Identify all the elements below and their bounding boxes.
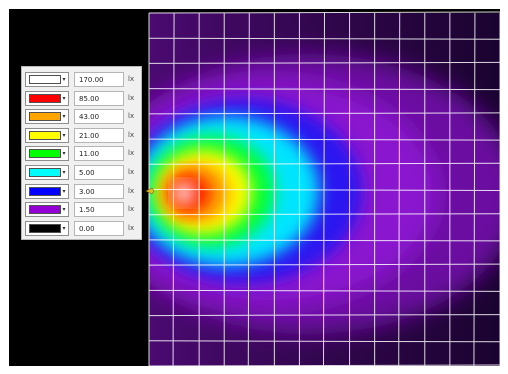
illuminance-plot (145, 11, 500, 366)
grid-line-horizontal (148, 37, 500, 40)
grid-line-vertical (473, 12, 476, 366)
grid-line-horizontal (148, 239, 500, 242)
legend-row: ▾ 1.50 lx (25, 201, 139, 220)
level-value-input[interactable]: 1.50 (74, 202, 124, 218)
level-value-input[interactable]: 21.00 (74, 127, 124, 143)
color-swatch (29, 223, 61, 233)
color-picker[interactable]: ▾ (25, 165, 69, 180)
unit-label: lx (128, 168, 135, 176)
color-swatch (29, 93, 61, 103)
grid-line-horizontal (148, 213, 500, 216)
grid-line-horizontal (148, 263, 500, 266)
chevron-down-icon[interactable]: ▾ (62, 206, 66, 214)
color-scale-legend: ▾ 170.00 lx ▾ 85.00 lx ▾ 43.00 lx ▾ 21.00 lx ▾ 11.00 l… (21, 66, 142, 240)
level-value-input[interactable]: 85.00 (74, 90, 124, 106)
grid-line-horizontal (148, 189, 500, 191)
chevron-down-icon[interactable]: ▾ (62, 113, 66, 121)
grid-line-horizontal (148, 162, 500, 165)
legend-row: ▾ 0.00 lx (25, 220, 139, 239)
unit-label: lx (128, 75, 135, 83)
unit-label: lx (128, 112, 135, 121)
grid-line-vertical (398, 12, 401, 366)
color-picker[interactable]: ▾ (25, 183, 69, 199)
level-value-input[interactable]: 170.00 (74, 72, 124, 87)
color-picker[interactable]: ▾ (25, 220, 69, 236)
grid-line-horizontal (148, 340, 500, 343)
grid-line-horizontal (148, 138, 500, 141)
legend-row: ▾ 3.00 lx (25, 183, 139, 202)
chevron-down-icon[interactable]: ▾ (62, 131, 66, 139)
grid-line-horizontal (148, 364, 500, 366)
color-swatch (29, 130, 61, 140)
grid-line-horizontal (148, 61, 500, 64)
chevron-down-icon[interactable]: ▾ (62, 94, 66, 102)
unit-label: lx (128, 149, 135, 158)
level-value-input[interactable]: 0.00 (74, 220, 124, 236)
grid-line-horizontal (148, 11, 500, 14)
chevron-down-icon[interactable]: ▾ (62, 76, 66, 83)
color-picker[interactable]: ▾ (25, 202, 69, 218)
legend-row: ▾ 85.00 lx (25, 90, 139, 109)
grid-line-horizontal (148, 289, 500, 292)
color-picker[interactable]: ▾ (25, 72, 69, 87)
chevron-down-icon[interactable]: ▾ (62, 187, 66, 195)
color-swatch (29, 186, 61, 196)
level-value-input[interactable]: 43.00 (74, 109, 124, 125)
unit-label: lx (128, 223, 135, 232)
color-swatch (29, 168, 61, 177)
color-swatch (29, 205, 61, 215)
legend-row: ▾ 11.00 lx (25, 145, 139, 164)
luminaire-icon[interactable] (145, 187, 155, 195)
color-picker[interactable]: ▾ (25, 127, 69, 143)
color-swatch (29, 112, 61, 122)
chevron-down-icon[interactable]: ▾ (62, 150, 66, 158)
legend-row: ▾ 170.00 lx (25, 71, 139, 90)
grid-line-horizontal (148, 112, 500, 115)
isolux-view: ▾ 170.00 lx ▾ 85.00 lx ▾ 43.00 lx ▾ 21.00 lx ▾ 11.00 l… (9, 9, 500, 366)
unit-label: lx (128, 93, 135, 102)
grid-line-horizontal (148, 314, 500, 317)
color-picker[interactable]: ▾ (25, 146, 69, 162)
unit-label: lx (128, 186, 135, 195)
zone-170-00 (174, 183, 194, 203)
color-picker[interactable]: ▾ (25, 90, 69, 106)
unit-label: lx (128, 130, 135, 139)
level-value-input[interactable]: 3.00 (74, 183, 124, 199)
level-value-input[interactable]: 11.00 (74, 146, 124, 162)
legend-row: ▾ 21.00 lx (25, 127, 139, 146)
chevron-down-icon[interactable]: ▾ (62, 224, 66, 232)
color-swatch (29, 75, 61, 84)
legend-row: ▾ 5.00 lx (25, 164, 139, 183)
color-picker[interactable]: ▾ (25, 109, 69, 125)
chevron-down-icon[interactable]: ▾ (62, 169, 66, 176)
color-swatch (29, 149, 61, 159)
unit-label: lx (128, 205, 135, 214)
grid (148, 11, 500, 366)
legend-row: ▾ 43.00 lx (25, 108, 139, 127)
level-value-input[interactable]: 5.00 (74, 165, 124, 180)
grid-line-horizontal (148, 88, 500, 91)
